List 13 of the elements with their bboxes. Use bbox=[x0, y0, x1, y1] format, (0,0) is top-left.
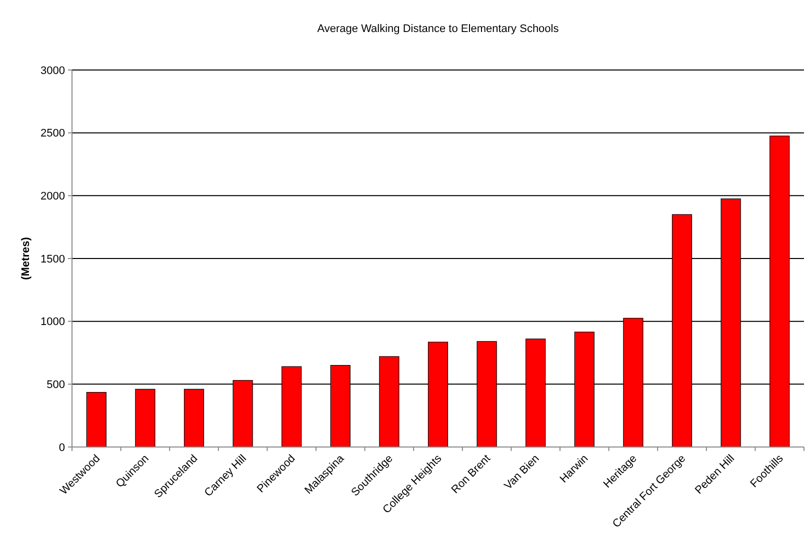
y-tick-label: 1000 bbox=[40, 316, 65, 328]
bar bbox=[135, 388, 156, 448]
y-tick-label: 2500 bbox=[40, 128, 65, 140]
y-tick-label: 0 bbox=[58, 442, 65, 454]
chart-title: Average Walking Distance to Elementary Schools bbox=[317, 23, 560, 35]
bar bbox=[184, 388, 204, 448]
y-tick-label: 500 bbox=[46, 379, 65, 392]
y-tick-label: 1500 bbox=[40, 253, 65, 266]
x-tick-label: Van Bien bbox=[502, 452, 542, 492]
bar bbox=[86, 392, 106, 448]
y-tick-label: 2000 bbox=[40, 190, 65, 203]
y-tick-label: 3000 bbox=[40, 64, 65, 77]
y-axis-title: (Metres) bbox=[20, 236, 32, 280]
